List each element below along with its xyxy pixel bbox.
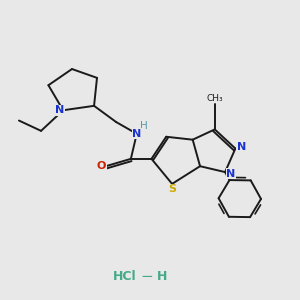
- Text: N: N: [226, 169, 236, 178]
- Text: N: N: [55, 105, 64, 115]
- Text: HCl: HCl: [113, 270, 137, 283]
- Text: H: H: [157, 270, 167, 283]
- Text: N: N: [132, 129, 141, 139]
- Text: −: −: [141, 269, 153, 284]
- Text: H: H: [140, 122, 148, 131]
- Text: N: N: [237, 142, 246, 152]
- Text: S: S: [168, 184, 176, 194]
- Text: O: O: [97, 161, 106, 171]
- Text: CH₃: CH₃: [206, 94, 223, 103]
